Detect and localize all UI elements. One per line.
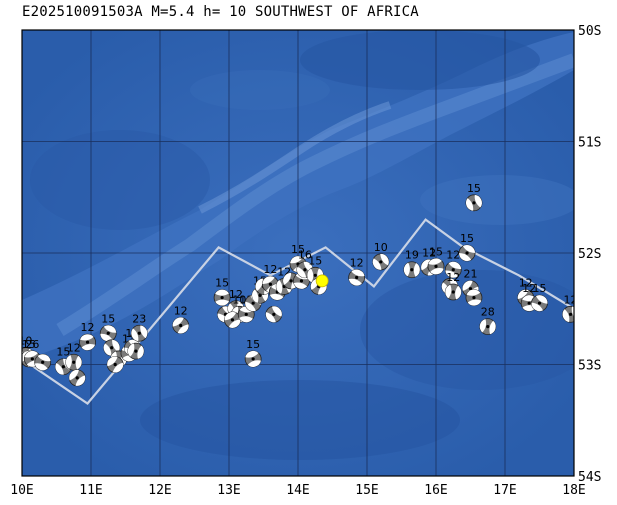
focal-mechanism-beachball: [127, 342, 145, 360]
depth-label: 12: [446, 271, 460, 284]
focal-mechanism-beachball: [372, 253, 390, 271]
depth-label: 12: [519, 277, 533, 290]
focal-mechanism-beachball: [465, 194, 483, 212]
latitude-labels: 50S 51S 52S 53S 54S: [578, 24, 601, 485]
lon-tick-label: 13E: [217, 483, 240, 498]
lon-tick-label: 10E: [10, 483, 33, 498]
depth-label: 15: [22, 338, 36, 351]
depth-label: 15: [460, 232, 474, 245]
deep-patch: [300, 30, 540, 90]
focal-mechanism-beachball: [403, 261, 421, 279]
depth-label: 21: [464, 268, 478, 281]
deep-patch: [30, 130, 210, 230]
focal-mechanism-beachball: [34, 353, 52, 371]
focal-mechanism-beachball: [65, 353, 83, 371]
depth-label: 19: [405, 249, 419, 262]
map-frame: [21, 29, 575, 477]
depth-label: 16: [298, 249, 312, 262]
depth-label: 10: [374, 241, 388, 254]
depth-label: 15: [101, 312, 115, 325]
focal-mechanism-beachball: [213, 289, 231, 307]
focal-mechanism-beachball: [244, 350, 262, 368]
longitude-labels: 10E 11E 12E 13E 14E 15E 16E 17E 18E: [10, 483, 585, 498]
depth-label: 28: [481, 306, 495, 319]
ridge-crest-secondary: [198, 101, 392, 214]
depth-label: 10: [232, 293, 246, 306]
focal-mechanism-beachball: [265, 305, 283, 323]
depth-label: 10: [18, 335, 32, 348]
lat-tick-label: 50S: [578, 24, 601, 39]
depth-label: 12: [446, 249, 460, 262]
lon-tick-label: 12E: [148, 483, 171, 498]
depth-label: 15: [533, 282, 547, 295]
focal-mechanism-beachball: [130, 324, 148, 342]
depth-label: 15: [308, 254, 322, 267]
focal-mechanisms: 1015261512121513122312151210111512121516…: [18, 182, 578, 387]
shallow-patch: [190, 70, 330, 110]
focal-mechanism-beachball: [479, 318, 497, 335]
depth-label: 15: [215, 277, 229, 290]
depth-label: 12: [174, 304, 188, 317]
focal-mechanism-beachball: [427, 257, 445, 275]
depth-label: 12: [81, 321, 95, 334]
deep-patch: [360, 270, 574, 390]
plate-boundary-line: [22, 218, 574, 405]
lat-tick-label: 52S: [578, 247, 601, 262]
focal-mechanism-beachball: [444, 283, 462, 301]
event-epicenter-marker: [315, 274, 329, 288]
depth-label: 15: [429, 245, 443, 258]
depth-label: 12: [522, 282, 536, 295]
focal-mechanism-beachball: [444, 261, 462, 279]
focal-mechanism-beachball: [106, 356, 124, 373]
focal-mechanism-beachball: [458, 244, 476, 262]
focal-mechanism-beachball: [296, 261, 314, 279]
depth-label: 15: [56, 346, 70, 359]
lon-tick-label: 17E: [493, 483, 516, 498]
depth-label: 12: [229, 288, 243, 301]
focal-mechanism-beachball: [99, 324, 117, 342]
lon-tick-label: 16E: [424, 483, 447, 498]
deep-patch: [140, 380, 460, 460]
lon-tick-label: 14E: [286, 483, 309, 498]
lat-tick-label: 54S: [578, 470, 601, 485]
focal-mechanism-beachball: [172, 317, 190, 334]
depth-label: 12: [67, 341, 81, 354]
lat-tick-label: 51S: [578, 136, 601, 151]
depth-label: 23: [132, 312, 146, 325]
ridge-crest: [56, 53, 574, 337]
depth-label: 15: [246, 338, 260, 351]
depth-label: 12: [263, 263, 277, 276]
focal-mechanism-beachball: [465, 289, 483, 307]
focal-mechanism-beachball: [531, 294, 548, 312]
focal-mechanism-beachball: [68, 369, 86, 387]
shallow-patch: [420, 175, 574, 225]
lon-tick-label: 11E: [79, 483, 102, 498]
lon-tick-label: 15E: [355, 483, 378, 498]
focal-mechanism-beachball: [348, 269, 366, 286]
map-title: E202510091503A M=5.4 h= 10 SOUTHWEST OF …: [22, 4, 419, 20]
depth-label: 12: [350, 257, 364, 270]
depth-label: 12: [564, 293, 578, 306]
focal-mechanism-beachball: [79, 333, 96, 351]
lon-tick-label: 18E: [562, 483, 585, 498]
lat-tick-label: 53S: [578, 359, 601, 374]
depth-label: 15: [467, 182, 481, 195]
depth-label: 15: [291, 243, 305, 256]
depth-label: 26: [25, 338, 39, 351]
depth-label: 12: [422, 246, 436, 259]
focal-mechanism-beachball: [562, 305, 574, 323]
focal-mechanism-beachball: [224, 311, 241, 329]
